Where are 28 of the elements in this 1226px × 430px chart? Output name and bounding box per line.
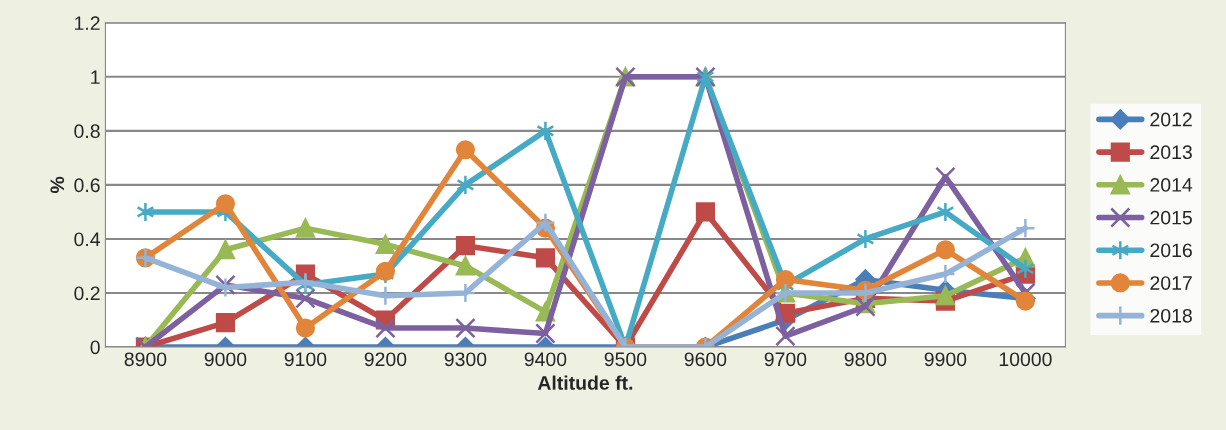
legend-label: 2018 — [1150, 308, 1192, 323]
legend-label: 2015 — [1150, 210, 1192, 225]
x-tick-label: 8900 — [124, 352, 167, 367]
legend-label: 2013 — [1150, 145, 1192, 160]
legend-label: 2012 — [1150, 112, 1192, 127]
x-tick-label: 9400 — [524, 352, 567, 367]
x-axis-title: Altitude ft. — [537, 375, 633, 390]
y-tick-label: 1.2 — [75, 16, 100, 30]
x-tick-label: 9600 — [684, 352, 727, 367]
x-tick-label: 9100 — [284, 352, 327, 367]
y-tick-label: 0.8 — [74, 124, 100, 139]
x-tick-label: 9900 — [924, 352, 967, 367]
x-tick-label: 9700 — [764, 352, 807, 367]
y-tick-label: 1 — [91, 70, 100, 84]
y-tick-label: 0 — [90, 340, 100, 355]
x-tick-label: 9200 — [364, 352, 407, 367]
x-tick-label: 9500 — [604, 352, 647, 367]
legend-label: 2017 — [1150, 276, 1192, 290]
legend-label: 2016 — [1150, 243, 1192, 258]
legend-label: 2014 — [1150, 178, 1193, 192]
x-tick-label: 9800 — [844, 352, 887, 367]
y-tick-label: 0.2 — [74, 286, 100, 301]
y-axis-title: % — [50, 176, 65, 194]
y-tick-label: 0.4 — [74, 232, 101, 247]
x-tick-label: 9000 — [204, 352, 247, 367]
x-tick-label: 9300 — [444, 352, 487, 367]
x-tick-label: 10000 — [999, 352, 1052, 367]
y-tick-label: 0.6 — [74, 178, 100, 193]
